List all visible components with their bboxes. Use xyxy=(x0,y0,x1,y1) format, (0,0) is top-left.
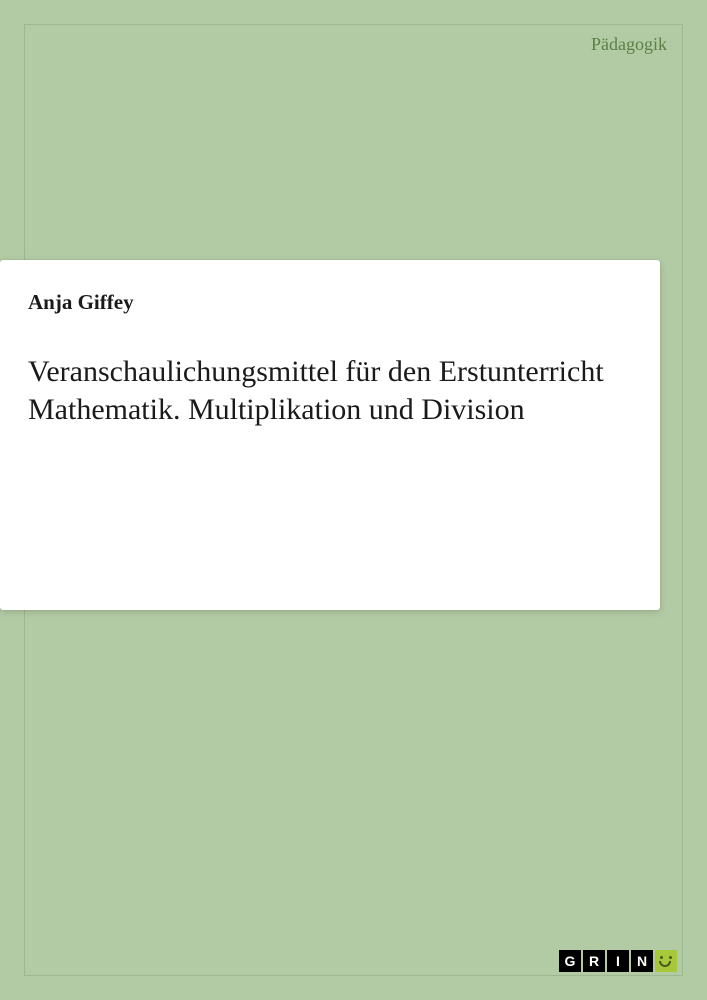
logo-letter-g: G xyxy=(559,950,581,972)
logo-letter-n: N xyxy=(631,950,653,972)
author-name: Anja Giffey xyxy=(28,290,630,315)
category-label: Pädagogik xyxy=(591,34,667,55)
title-panel: Anja Giffey Veranschaulichungsmittel für… xyxy=(0,260,660,610)
document-title: Veranschaulichungsmittel für den Erstunt… xyxy=(28,353,630,430)
logo-letter-i: I xyxy=(607,950,629,972)
logo-letter-r: R xyxy=(583,950,605,972)
publisher-logo: G R I N xyxy=(559,950,677,972)
logo-smile-icon xyxy=(655,950,677,972)
